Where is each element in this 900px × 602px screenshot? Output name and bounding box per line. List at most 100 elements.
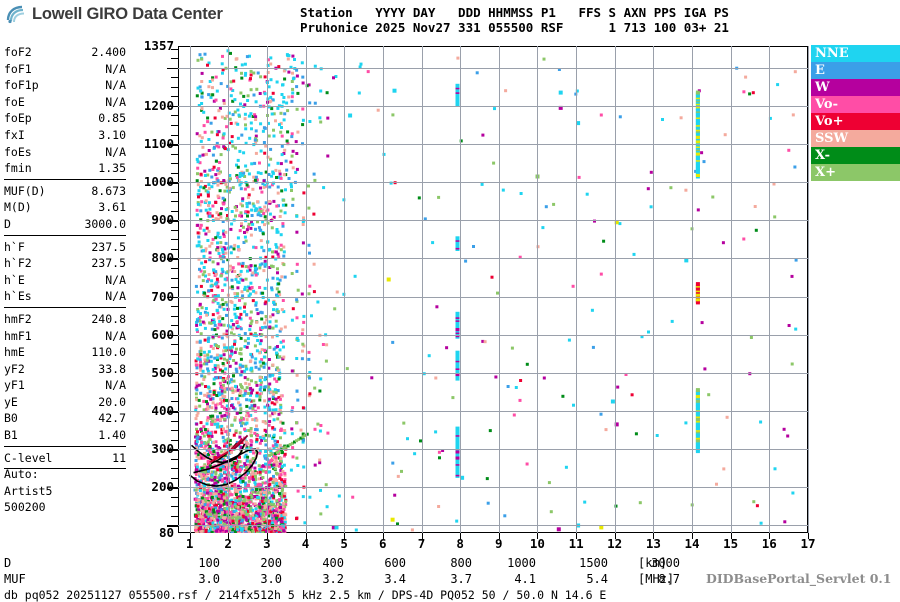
data-point (206, 513, 209, 516)
data-point (229, 177, 232, 180)
data-point (242, 499, 245, 502)
data-point (291, 80, 294, 83)
param-key: foF1p (4, 77, 39, 94)
data-point (270, 175, 273, 178)
data-point (198, 155, 201, 158)
data-point (272, 172, 275, 175)
data-point (199, 516, 202, 519)
data-point (244, 165, 247, 168)
data-point (280, 244, 283, 247)
data-point (752, 500, 755, 503)
data-point (216, 249, 219, 252)
data-point (754, 205, 757, 208)
legend-item-ssw[interactable]: SSW (811, 130, 900, 147)
station-header-columns: Station YYYY DAY DDD HHMMSS P1 FFS S AXN… (300, 5, 729, 20)
legend-item-x[interactable]: X- (811, 147, 900, 164)
data-point (241, 63, 244, 66)
data-point (195, 382, 198, 385)
data-point (271, 374, 274, 377)
data-point (391, 518, 395, 522)
data-point (198, 189, 201, 192)
data-point (207, 191, 210, 194)
data-point (277, 192, 280, 195)
data-point (237, 137, 240, 140)
data-point (212, 269, 215, 272)
data-point (202, 279, 205, 282)
data-point (276, 417, 279, 420)
data-point (272, 395, 275, 398)
data-point (286, 109, 289, 112)
data-point (211, 79, 214, 82)
data-point (242, 226, 245, 229)
legend-item-e[interactable]: E (811, 62, 900, 79)
x-axis-label: 17 (798, 536, 818, 551)
data-point (618, 222, 621, 225)
data-point (437, 505, 440, 508)
data-point (222, 99, 225, 102)
data-point (272, 475, 275, 478)
y-axis-tick (171, 135, 178, 136)
data-point (794, 70, 797, 73)
param-key: B0 (4, 410, 18, 427)
param-row: M(D)3.61 (4, 199, 126, 216)
data-point (208, 215, 211, 218)
data-point (216, 241, 219, 244)
legend-item-vo[interactable]: Vo+ (811, 113, 900, 130)
data-point (196, 172, 199, 175)
data-point (251, 272, 254, 275)
param-value: 1.35 (98, 160, 126, 177)
data-point (230, 397, 233, 400)
data-point (355, 529, 358, 532)
data-point (200, 364, 203, 367)
data-point (282, 529, 285, 532)
data-point (216, 415, 219, 418)
param-value: 237.5 (91, 255, 126, 272)
legend-item-w[interactable]: W (811, 79, 900, 96)
data-point (301, 123, 304, 126)
data-point (235, 362, 238, 365)
data-point (313, 263, 316, 266)
ionogram-plot[interactable] (178, 46, 808, 533)
data-point (275, 251, 278, 254)
data-point (233, 434, 236, 437)
data-point (240, 417, 243, 420)
data-point (232, 374, 235, 377)
data-point (197, 183, 200, 186)
data-point (281, 222, 284, 225)
data-point (252, 491, 255, 494)
data-point (252, 457, 255, 460)
y-axis-tick (171, 392, 178, 393)
data-point (255, 129, 258, 132)
y-axis-tick (167, 335, 178, 337)
data-point (263, 322, 266, 325)
legend-item-x[interactable]: X+ (811, 164, 900, 181)
data-point (279, 444, 282, 447)
data-point (250, 264, 253, 267)
data-point (196, 466, 199, 469)
data-point (201, 306, 204, 309)
param-key: hmF1 (4, 328, 32, 345)
data-point (224, 430, 227, 433)
data-point (301, 61, 304, 64)
data-point (507, 385, 510, 388)
data-point (283, 250, 286, 253)
data-point (268, 420, 271, 423)
data-point (273, 418, 276, 421)
data-point (279, 483, 282, 486)
data-point (283, 464, 286, 467)
data-point (552, 203, 555, 206)
data-point (216, 90, 219, 93)
data-point (220, 207, 223, 210)
data-point (230, 350, 233, 353)
legend-item-nne[interactable]: NNE (811, 45, 900, 62)
data-point (291, 88, 294, 91)
data-point (214, 283, 217, 286)
data-point (214, 201, 217, 204)
legend-item-vo[interactable]: Vo- (811, 96, 900, 113)
data-point (246, 169, 249, 172)
data-point (215, 160, 218, 163)
data-point (280, 210, 283, 213)
data-point (238, 502, 241, 505)
y-axis-tick (171, 421, 178, 422)
